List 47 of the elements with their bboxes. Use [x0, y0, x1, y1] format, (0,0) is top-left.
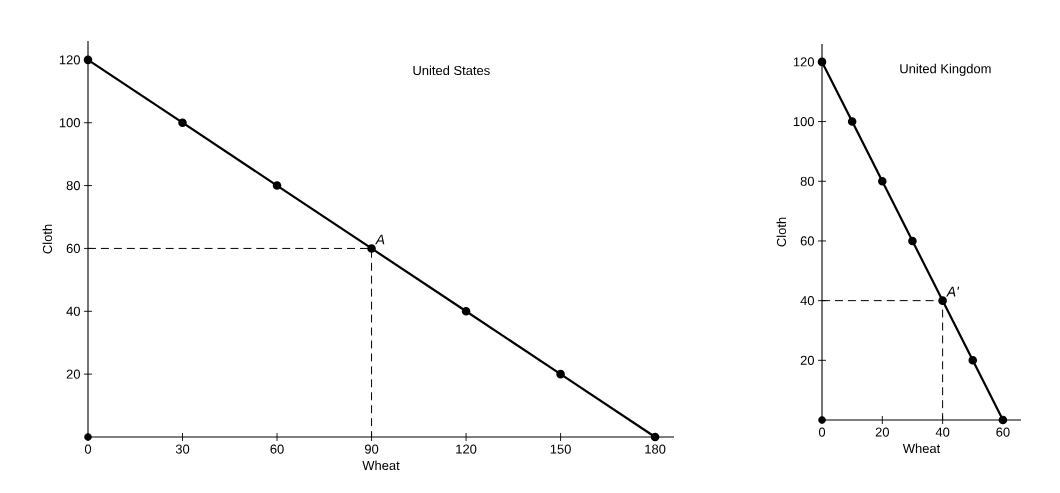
y-tick-label: 80 — [800, 176, 814, 186]
x-tick-label: 180 — [645, 444, 666, 454]
point — [461, 306, 471, 316]
x-tick-label: 60 — [996, 427, 1010, 437]
point — [367, 244, 376, 253]
annotation: A — [375, 234, 385, 245]
text: United Kingdom — [900, 63, 991, 76]
y-axis-title: Cloth — [42, 224, 53, 254]
point — [818, 416, 826, 424]
point — [556, 369, 565, 379]
y-tick-label: 120 — [59, 55, 80, 65]
x-tick-label: 30 — [175, 444, 190, 454]
y-tick-label: 100 — [793, 116, 814, 127]
point — [83, 55, 93, 65]
x-tick-label: 40 — [935, 427, 950, 437]
point — [847, 117, 857, 126]
y-tick-label: 20 — [66, 369, 80, 379]
x-tick-label: 0 — [84, 444, 92, 454]
point — [968, 356, 978, 365]
y-tick-label: 40 — [800, 296, 814, 306]
x-tick-label: 0 — [818, 427, 826, 437]
point — [938, 296, 947, 305]
point — [178, 118, 187, 127]
x-axis-title: Wheat — [362, 460, 400, 471]
text: United States — [413, 65, 490, 76]
y-tick-label: 80 — [66, 180, 80, 191]
x-tick-label: 20 — [875, 427, 890, 437]
y-axis-title: Cloth — [776, 217, 787, 247]
x-tick-label: 120 — [456, 444, 477, 454]
x-tick-label: 150 — [550, 444, 571, 454]
y-tick-label: 100 — [59, 118, 80, 128]
point — [878, 176, 887, 186]
point — [650, 432, 660, 442]
point — [908, 236, 917, 246]
annotation: A' — [946, 286, 960, 297]
x-axis-title: Wheat — [902, 443, 941, 454]
point — [272, 181, 282, 190]
point — [998, 415, 1008, 425]
point — [817, 57, 827, 67]
x-tick-label: 60 — [270, 444, 284, 454]
y-tick-label: 60 — [66, 243, 80, 254]
point — [84, 433, 92, 441]
y-tick-label: 120 — [793, 57, 814, 67]
x-tick-label: 90 — [364, 444, 379, 454]
y-tick-label: 40 — [66, 306, 80, 316]
y-tick-label: 60 — [800, 236, 814, 246]
y-tick-label: 20 — [800, 355, 814, 365]
